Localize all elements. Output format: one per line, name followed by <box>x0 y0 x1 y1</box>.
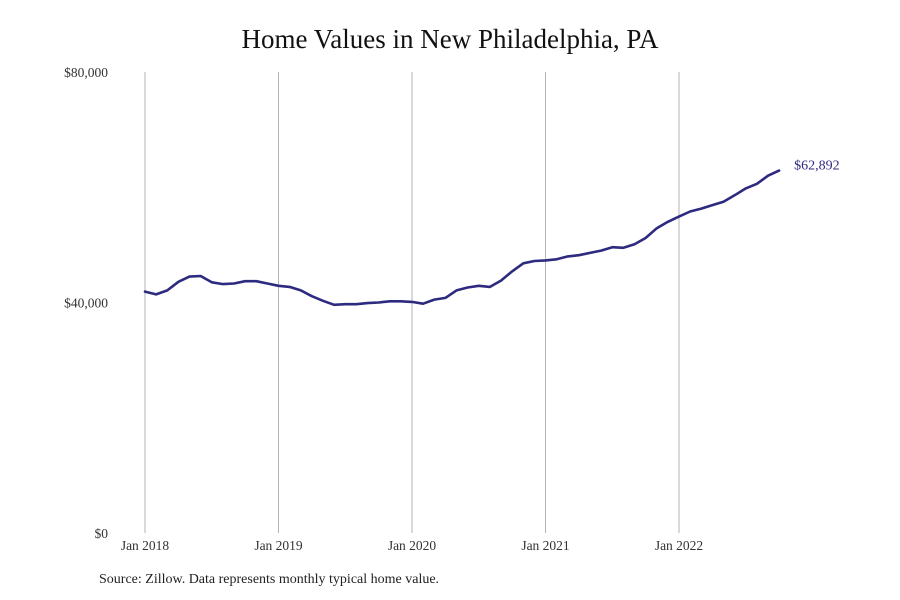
y-axis-ticks: $0 $40,000 $80,000 <box>64 65 108 541</box>
x-tick-label: Jan 2020 <box>388 538 437 553</box>
source-note: Source: Zillow. Data represents monthly … <box>99 572 440 587</box>
series-line <box>143 169 781 307</box>
x-tick-label: Jan 2021 <box>521 538 569 553</box>
series-layer: $62,892 <box>143 159 840 307</box>
x-tick-label: Jan 2022 <box>655 538 703 553</box>
x-tick-label: Jan 2018 <box>121 538 170 553</box>
end-value-label: $62,892 <box>794 159 840 174</box>
y-tick-label: $0 <box>95 526 109 541</box>
x-tick-label: Jan 2019 <box>254 538 303 553</box>
chart-title: Home Values in New Philadelphia, PA <box>241 24 659 54</box>
y-tick-label: $40,000 <box>64 296 108 311</box>
y-tick-label: $80,000 <box>64 65 108 80</box>
x-axis-ticks: Jan 2018 Jan 2019 Jan 2020 Jan 2021 Jan 2022 <box>121 538 703 553</box>
